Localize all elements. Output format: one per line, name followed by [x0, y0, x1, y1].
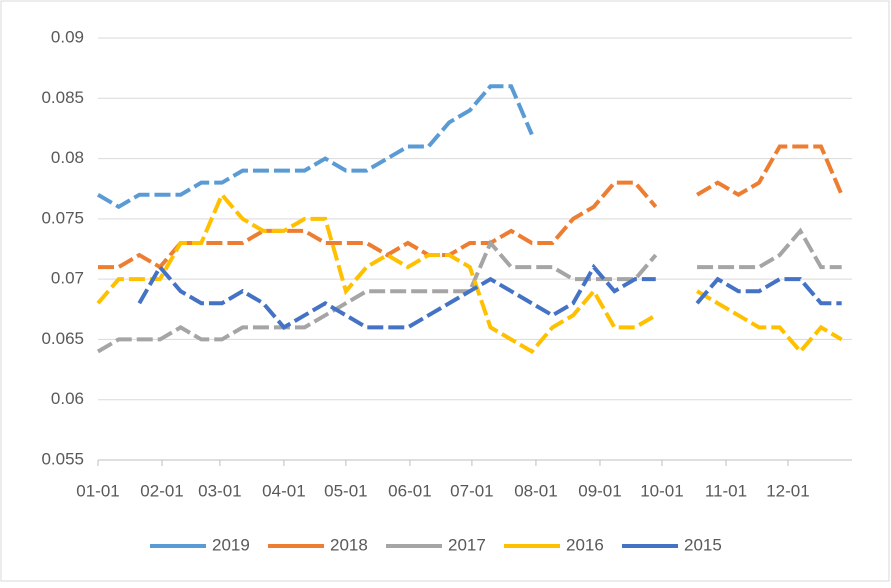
y-tick-label: 0.055	[41, 449, 84, 468]
y-tick-label: 0.075	[41, 208, 84, 227]
x-tick-label: 07-01	[450, 481, 493, 500]
legend-label: 2019	[212, 535, 250, 554]
x-tick-label: 10-01	[640, 481, 683, 500]
y-tick-label: 0.09	[51, 27, 84, 46]
legend-label: 2018	[330, 535, 368, 554]
x-tick-label: 01-01	[76, 481, 119, 500]
series-line	[96, 191, 843, 355]
x-tick-label: 12-01	[766, 481, 809, 500]
x-tick-label: 06-01	[388, 481, 431, 500]
legend-label: 2017	[448, 535, 486, 554]
y-tick-label: 0.065	[41, 329, 84, 348]
x-tick-label: 05-01	[324, 481, 367, 500]
y-tick-label: 0.085	[41, 88, 84, 107]
x-tick-label: 03-01	[198, 481, 241, 500]
x-tick-label: 09-01	[578, 481, 621, 500]
legend-label: 2016	[566, 535, 604, 554]
x-tick-label: 02-01	[140, 481, 183, 500]
x-tick-label: 11-01	[705, 481, 747, 500]
series-line	[137, 263, 842, 330]
series-line	[98, 144, 844, 270]
series-line	[96, 227, 842, 354]
y-tick-label: 0.08	[51, 148, 84, 167]
y-tick-label: 0.06	[51, 389, 84, 408]
x-tick-label: 08-01	[514, 481, 557, 500]
legend-label: 2015	[684, 535, 722, 554]
series-line	[96, 84, 534, 210]
y-tick-label: 0.07	[51, 269, 84, 288]
x-tick-label: 04-01	[262, 481, 305, 500]
